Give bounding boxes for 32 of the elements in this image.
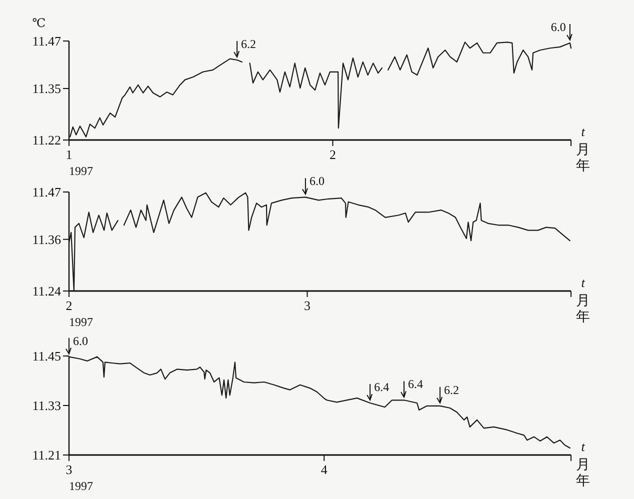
y-tick-label: 11.33: [32, 398, 61, 413]
line-series: [249, 57, 383, 129]
annotation: 6.4: [408, 377, 424, 392]
line-series: [388, 42, 572, 76]
annotation: 6.0: [309, 174, 324, 188]
y-tick-label: 11.35: [32, 81, 61, 96]
x-axis-title: t 月年: [576, 439, 590, 489]
annotation: 6.0: [550, 20, 566, 34]
y-tick-label: 11.24: [32, 284, 62, 298]
annotation: 6.2: [241, 37, 256, 52]
x-axis-title: t 月年: [576, 275, 590, 325]
x-tick-label: 2: [330, 147, 336, 162]
text: 1997: [69, 479, 93, 493]
y-axis-title: ℃: [32, 16, 46, 30]
annotation: 6.2: [444, 382, 460, 397]
line-series: [123, 192, 570, 242]
text: 1997: [69, 164, 93, 178]
x-axis-title: t 月年: [576, 124, 590, 174]
text: 1997: [69, 315, 93, 329]
x-tick-label: 3: [304, 298, 310, 313]
y-tick-label: 11.36: [32, 232, 62, 247]
x-tick-label: 3: [66, 462, 72, 477]
y-tick-label: 11.47: [32, 184, 62, 200]
y-tick-label: 11.22: [32, 132, 61, 148]
annotation: 6.4: [374, 380, 390, 394]
x-tick-label: 1: [66, 147, 72, 162]
y-tick-label: 11.45: [32, 348, 61, 364]
y-tick-label: 11.21: [32, 448, 61, 462]
y-tick-label: 11.47: [32, 34, 62, 48]
x-tick-label: 2: [66, 298, 72, 313]
x-tick-label: 4: [320, 462, 328, 477]
annotation: 6.0: [73, 334, 88, 348]
